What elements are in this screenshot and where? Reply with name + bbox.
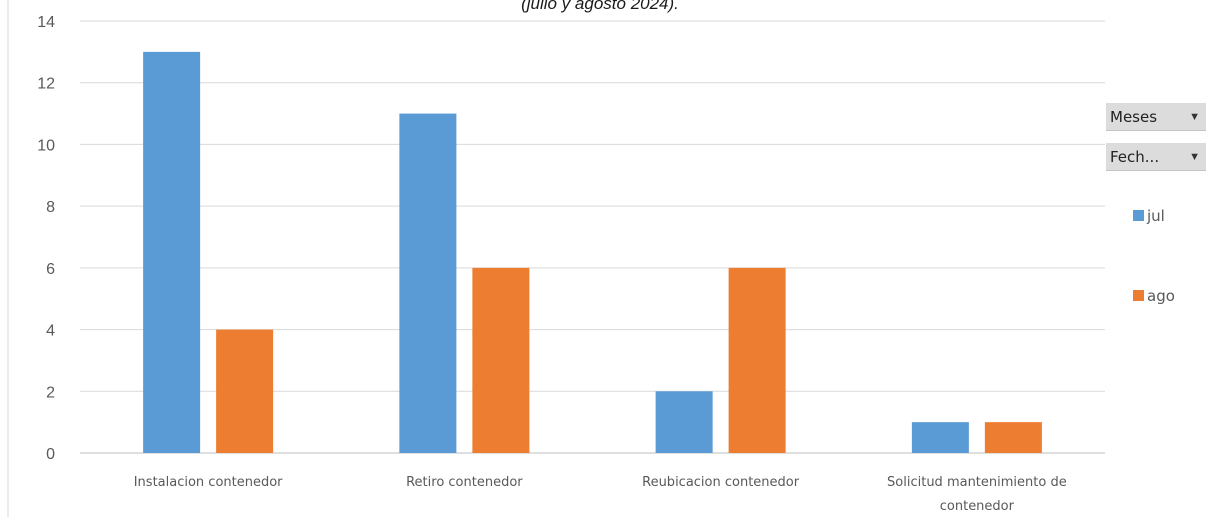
- x-tick-label: Reubicacion contenedor: [642, 475, 800, 490]
- bar-ago: [984, 422, 1042, 453]
- x-axis-ticks: Instalacion contenedor Retiro contenedor R…: [134, 475, 1067, 514]
- legend: jul ago: [1133, 207, 1175, 305]
- y-tick-label: 2: [46, 384, 55, 401]
- bar-ago: [216, 329, 274, 453]
- x-tick-label: Instalacion contenedor: [134, 475, 283, 490]
- fecha-field-button[interactable]: Fech... ▼: [1106, 143, 1206, 171]
- bar-ago: [728, 267, 786, 453]
- x-tick-label: Retiro contenedor: [406, 475, 523, 490]
- dropdown-arrow-icon[interactable]: ▼: [1189, 110, 1200, 123]
- bars: [143, 51, 1042, 454]
- y-tick-label: 6: [46, 261, 55, 278]
- bar-jul: [399, 113, 457, 454]
- bar-jul: [655, 391, 713, 453]
- fecha-field-label: Fech...: [1110, 147, 1160, 166]
- y-axis-ticks: 0 2 4 6 8 10 12 14: [37, 14, 55, 463]
- legend-swatch-ago: [1133, 290, 1144, 301]
- x-tick-label: Solicitud mantenimiento de: [887, 475, 1067, 490]
- y-tick-label: 0: [46, 446, 55, 463]
- legend-label-jul: jul: [1146, 207, 1165, 225]
- dropdown-arrow-icon[interactable]: ▼: [1189, 150, 1200, 163]
- legend-swatch-jul: [1133, 210, 1144, 221]
- y-tick-label: 4: [46, 323, 55, 340]
- y-tick-label: 10: [37, 137, 55, 154]
- bar-jul: [143, 51, 201, 453]
- chart-title: (julio y agosto 2024).: [521, 0, 679, 13]
- y-tick-label: 14: [37, 14, 55, 31]
- meses-field-button[interactable]: Meses ▼: [1106, 103, 1206, 131]
- bar-ago: [472, 267, 530, 453]
- y-tick-label: 8: [46, 199, 55, 216]
- x-tick-label: contenedor: [940, 499, 1015, 514]
- y-tick-label: 12: [37, 76, 55, 93]
- bar-jul: [911, 422, 969, 453]
- legend-label-ago: ago: [1147, 287, 1175, 305]
- meses-field-label: Meses: [1110, 107, 1158, 126]
